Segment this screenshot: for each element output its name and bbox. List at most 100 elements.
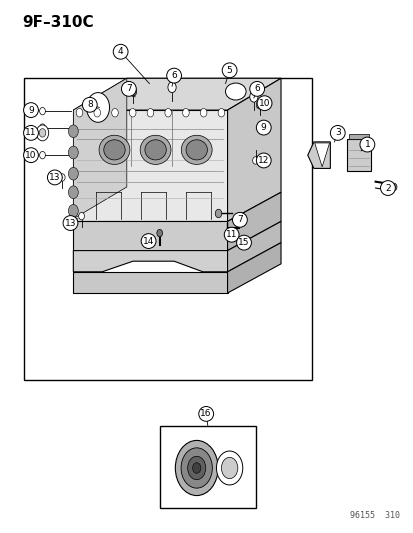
Circle shape (59, 174, 65, 181)
Circle shape (40, 124, 45, 131)
Ellipse shape (24, 103, 38, 117)
Text: 96155  310: 96155 310 (349, 511, 399, 520)
Bar (159, 425, 256, 508)
Text: 10: 10 (258, 99, 270, 108)
Circle shape (221, 457, 237, 479)
Polygon shape (227, 221, 280, 272)
Ellipse shape (145, 140, 166, 160)
Ellipse shape (256, 96, 271, 111)
Polygon shape (314, 143, 329, 167)
Ellipse shape (380, 181, 394, 196)
Text: 13: 13 (64, 219, 76, 228)
Text: 8: 8 (87, 100, 93, 109)
Ellipse shape (330, 125, 344, 140)
Text: 16: 16 (200, 409, 211, 418)
Circle shape (68, 186, 78, 199)
Bar (24, 78, 311, 381)
Circle shape (390, 183, 396, 191)
Text: 9F–310C: 9F–310C (22, 14, 93, 30)
Circle shape (36, 125, 49, 141)
Ellipse shape (198, 407, 213, 421)
Polygon shape (227, 243, 280, 293)
Ellipse shape (99, 135, 130, 165)
Polygon shape (73, 78, 126, 219)
Ellipse shape (181, 135, 211, 165)
Text: 7: 7 (237, 215, 242, 224)
Circle shape (249, 92, 257, 102)
Circle shape (40, 108, 45, 115)
Ellipse shape (104, 140, 125, 160)
Text: 14: 14 (142, 237, 154, 246)
Polygon shape (307, 142, 330, 168)
Circle shape (180, 448, 212, 488)
Circle shape (147, 109, 153, 117)
Ellipse shape (47, 170, 62, 185)
Ellipse shape (359, 137, 374, 152)
Ellipse shape (256, 153, 271, 168)
Ellipse shape (232, 213, 247, 227)
Polygon shape (348, 134, 368, 139)
Ellipse shape (141, 233, 156, 248)
Ellipse shape (82, 98, 97, 112)
Text: 1: 1 (363, 140, 369, 149)
Circle shape (192, 463, 200, 473)
Text: 6: 6 (171, 71, 176, 80)
Circle shape (94, 109, 100, 117)
Text: 15: 15 (238, 238, 249, 247)
Text: 7: 7 (126, 84, 131, 93)
Ellipse shape (224, 227, 238, 242)
Text: 6: 6 (254, 84, 259, 93)
Polygon shape (227, 78, 280, 221)
Circle shape (252, 157, 258, 164)
Text: 12: 12 (257, 156, 269, 165)
Polygon shape (73, 272, 227, 293)
Circle shape (215, 209, 221, 217)
Circle shape (39, 128, 46, 137)
Circle shape (40, 151, 45, 159)
Text: 9: 9 (28, 106, 34, 115)
Circle shape (68, 146, 78, 159)
Ellipse shape (63, 216, 78, 230)
Polygon shape (227, 192, 280, 251)
Text: 11: 11 (25, 128, 37, 138)
Circle shape (68, 167, 78, 180)
Ellipse shape (121, 82, 136, 96)
Ellipse shape (24, 148, 38, 163)
Ellipse shape (249, 82, 264, 96)
Polygon shape (73, 251, 227, 272)
Text: 4: 4 (118, 47, 123, 56)
Ellipse shape (222, 63, 237, 78)
Circle shape (164, 109, 171, 117)
Ellipse shape (24, 125, 38, 140)
Circle shape (182, 109, 189, 117)
Text: 10: 10 (25, 151, 37, 160)
Polygon shape (73, 221, 227, 251)
Circle shape (112, 109, 118, 117)
Text: 9: 9 (260, 123, 266, 132)
Text: 2: 2 (384, 183, 390, 192)
Polygon shape (346, 139, 370, 171)
Circle shape (129, 109, 136, 117)
Ellipse shape (225, 83, 245, 100)
Circle shape (68, 205, 78, 217)
Ellipse shape (113, 44, 128, 59)
Circle shape (168, 82, 176, 93)
Text: 5: 5 (226, 66, 232, 75)
Circle shape (187, 456, 205, 480)
Circle shape (68, 125, 78, 138)
Ellipse shape (166, 68, 181, 83)
Circle shape (129, 87, 136, 96)
Circle shape (76, 109, 83, 117)
Text: 3: 3 (334, 128, 340, 138)
Ellipse shape (256, 120, 271, 135)
Circle shape (78, 213, 84, 220)
Text: 11: 11 (225, 230, 237, 239)
Ellipse shape (236, 235, 251, 250)
Polygon shape (73, 78, 280, 110)
Circle shape (157, 229, 162, 237)
Circle shape (175, 440, 218, 496)
Circle shape (256, 101, 262, 109)
Polygon shape (73, 110, 227, 221)
Circle shape (200, 109, 206, 117)
Ellipse shape (140, 135, 171, 165)
